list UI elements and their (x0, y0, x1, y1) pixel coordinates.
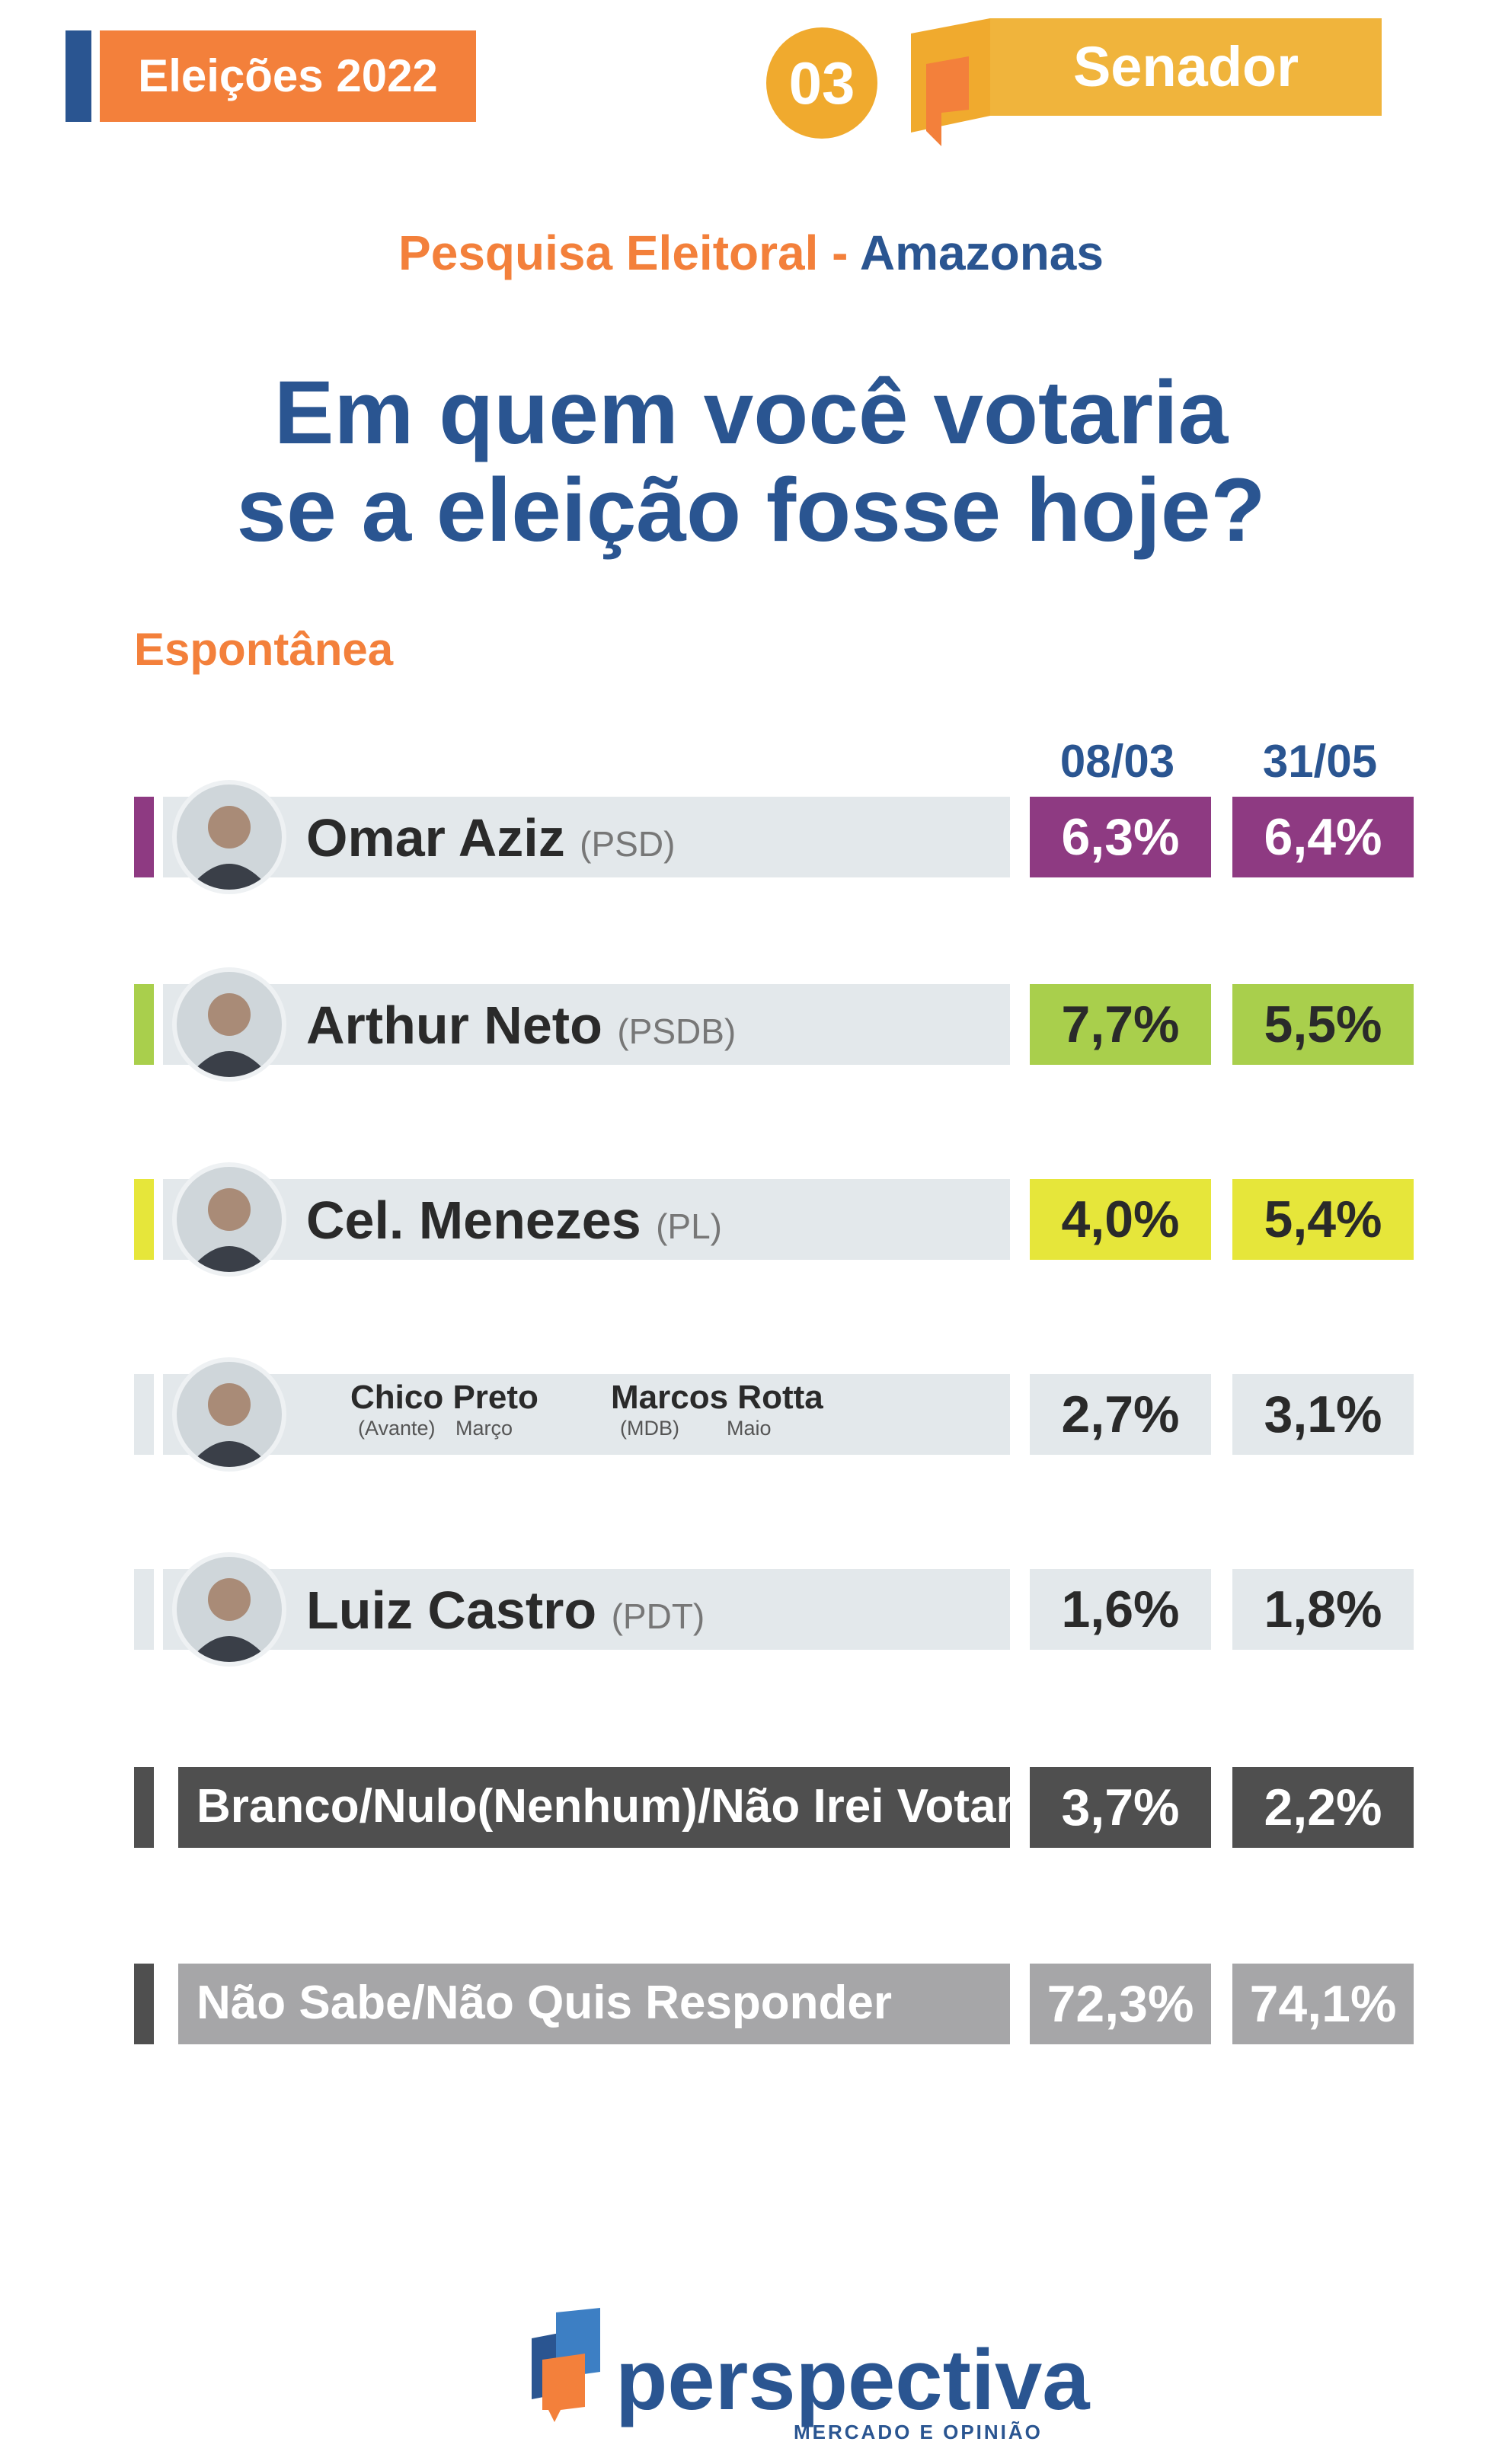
survey-subtitle-main: Pesquisa Eleitoral - (398, 225, 860, 280)
candidate-avatar (172, 780, 286, 894)
candidate-party: (PSD) (580, 824, 676, 864)
candidate-name-text: Luiz Castro (306, 1580, 597, 1640)
column-header-1: 08/03 (1059, 736, 1175, 787)
value-cell: 7,7% (1030, 984, 1211, 1065)
row-accent (134, 1374, 154, 1455)
candidate-avatar (172, 1357, 286, 1472)
value-cell: 5,4% (1232, 1179, 1414, 1260)
candidate-name-text: Cel. Menezes (306, 1190, 641, 1250)
value-cell: 72,3% (1030, 1964, 1211, 2044)
row-accent (134, 797, 154, 877)
row-label-bg (163, 797, 1010, 877)
candidate-party: (PSDB) (617, 1011, 737, 1051)
page-number-badge: 03 (766, 27, 877, 139)
row-label-bg (163, 1179, 1010, 1260)
value-cell: 3,1% (1232, 1374, 1414, 1455)
row-label-bg (163, 984, 1010, 1065)
question-line-2: se a eleição fosse hoje? (236, 460, 1266, 561)
value-cell: 1,6% (1030, 1569, 1211, 1650)
candidate-party: (MDB) (620, 1417, 679, 1440)
candidate-party: (PL) (656, 1206, 722, 1246)
header-accent-bar (66, 30, 91, 122)
perspectiva-logo-icon (532, 2308, 600, 2422)
candidate-party: (Avante) (358, 1417, 436, 1440)
candidate-month: Maio (727, 1417, 772, 1440)
survey-subtitle-state: Amazonas (859, 225, 1104, 280)
candidate-name-text: Omar Aziz (306, 808, 565, 868)
value-cell: 6,3% (1030, 797, 1211, 877)
row-accent (134, 1767, 154, 1848)
row-accent (134, 1569, 154, 1650)
candidate-name: Arthur Neto (PSDB) (306, 995, 736, 1056)
candidate-avatar (172, 1552, 286, 1667)
candidate-month: Março (455, 1417, 513, 1440)
row-label-bg (163, 1569, 1010, 1650)
section-label: Espontânea (134, 624, 394, 675)
option-label: Branco/Nulo(Nenhum)/Não Irei Votar (197, 1780, 1015, 1833)
column-header-2: 31/05 (1262, 736, 1378, 787)
option-label: Não Sabe/Não Quis Responder (197, 1977, 892, 2029)
value-cell: 6,4% (1232, 797, 1414, 877)
folded-flag-icon (911, 18, 990, 146)
row-label-bg (178, 1964, 1010, 2044)
row-accent (134, 984, 154, 1065)
row-label-bg (163, 1374, 1010, 1455)
candidate-avatar (172, 967, 286, 1082)
logo-tagline: MERCADO E OPINIÃO (794, 2421, 1043, 2443)
row-accent (134, 1179, 154, 1260)
candidate-name: Omar Aziz (PSD) (306, 807, 675, 868)
value-cell: 5,5% (1232, 984, 1414, 1065)
candidate-name: Cel. Menezes (PL) (306, 1190, 722, 1251)
candidate-party: (PDT) (611, 1596, 705, 1636)
office-label: Senador (990, 18, 1382, 116)
candidate-name: Marcos Rotta (611, 1379, 823, 1416)
candidate-name: Luiz Castro (PDT) (306, 1580, 705, 1641)
question-title: Em quem você votaria se a eleição fosse … (0, 364, 1502, 559)
question-line-1: Em quem você votaria (273, 363, 1229, 463)
candidate-name: Chico Preto (350, 1379, 538, 1416)
value-cell: 3,7% (1030, 1767, 1211, 1848)
row-label-bg (178, 1767, 1010, 1848)
value-cell: 74,1% (1232, 1964, 1414, 2044)
survey-subtitle: Pesquisa Eleitoral - Amazonas (0, 225, 1502, 281)
value-cell: 1,8% (1232, 1569, 1414, 1650)
candidate-name-text: Arthur Neto (306, 996, 602, 1055)
value-cell: 4,0% (1030, 1179, 1211, 1260)
value-cell: 2,7% (1030, 1374, 1211, 1455)
elections-tag: Eleições 2022 (100, 30, 476, 122)
value-cell: 2,2% (1232, 1767, 1414, 1848)
logo-wordmark: perspectiva (615, 2332, 1090, 2427)
candidate-avatar (172, 1162, 286, 1277)
row-accent (134, 1964, 154, 2044)
